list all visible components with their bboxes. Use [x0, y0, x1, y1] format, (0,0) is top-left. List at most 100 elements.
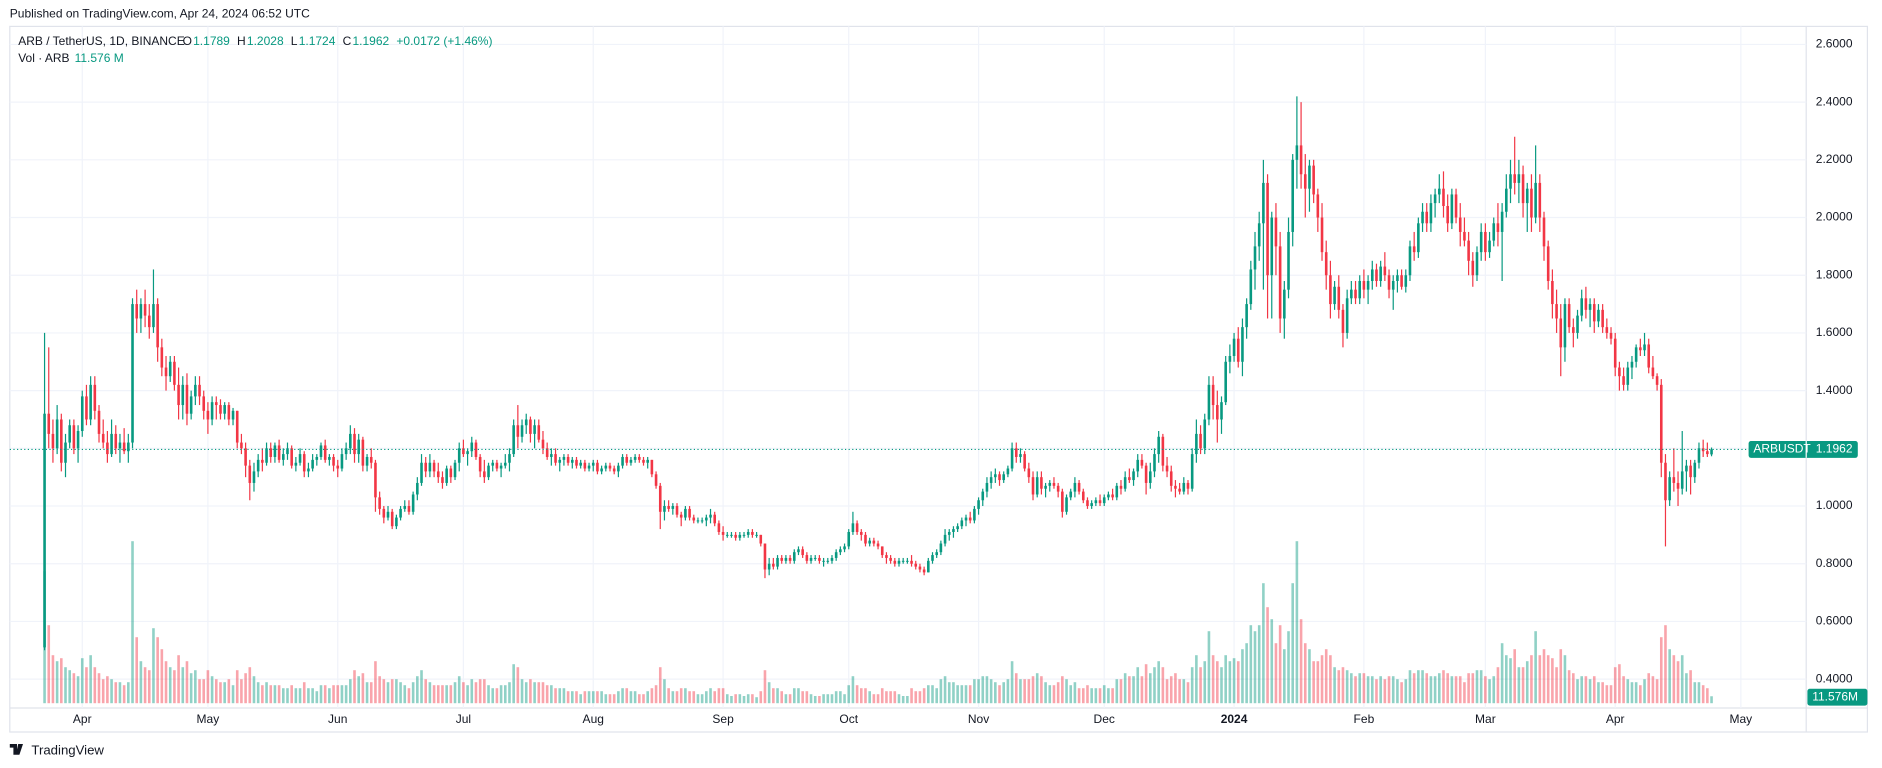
- volume-bar: [1588, 679, 1592, 704]
- published-note: Published on TradingView.com, Apr 24, 20…: [10, 7, 310, 21]
- candle-body: [508, 454, 511, 463]
- volume-bar: [692, 691, 696, 704]
- candle-body: [742, 534, 746, 536]
- candle-body: [1186, 482, 1190, 489]
- candle-body: [968, 517, 972, 521]
- candle-body: [1500, 211, 1504, 232]
- volume-bar: [746, 694, 750, 704]
- candle-body: [1157, 436, 1160, 455]
- volume-bar: [550, 685, 553, 704]
- candle-body: [721, 531, 725, 535]
- volume-bar: [210, 676, 214, 704]
- x-tick-label: 2024: [1221, 712, 1248, 726]
- candle-body: [240, 442, 243, 449]
- volume-bar: [1396, 679, 1399, 704]
- volume-bar: [1546, 655, 1550, 704]
- candle-body: [973, 508, 976, 521]
- volume-bar: [462, 682, 465, 704]
- candle-body: [612, 468, 616, 472]
- candle-body: [1492, 223, 1496, 241]
- volume-bar: [1320, 655, 1324, 704]
- volume-bar: [931, 685, 934, 704]
- volume-bar: [424, 679, 428, 704]
- last-volume-badge: [1807, 688, 1868, 706]
- candle-body: [1341, 309, 1345, 333]
- candle-body: [1572, 327, 1575, 333]
- volume-bar: [1680, 655, 1684, 704]
- ohlc-value: 1.1789: [193, 34, 230, 48]
- candle-body: [483, 471, 486, 478]
- volume-bar: [1605, 685, 1609, 704]
- volume-bar: [751, 694, 754, 704]
- candle-body: [1484, 231, 1487, 253]
- candle-body: [1320, 217, 1324, 253]
- candle-body: [1442, 188, 1445, 206]
- volume-bar: [361, 673, 365, 704]
- volume-bar: [1249, 625, 1253, 704]
- candle-body: [252, 471, 256, 483]
- volume-bar: [1136, 667, 1140, 704]
- candle-body: [759, 534, 763, 544]
- candle-body: [730, 534, 733, 536]
- volume-bar: [1266, 607, 1269, 704]
- candle-body: [503, 462, 507, 466]
- ohlc-letter: H: [237, 34, 246, 48]
- volume-bar: [1190, 667, 1194, 704]
- candle-body: [989, 477, 993, 483]
- x-tick-label: Sep: [712, 712, 734, 726]
- candle-body: [1563, 304, 1567, 348]
- candle-body: [608, 465, 612, 469]
- volume-bar: [847, 685, 851, 704]
- candle-body: [1513, 174, 1516, 183]
- candle-body: [1559, 318, 1563, 348]
- volume-bar: [1333, 667, 1336, 704]
- volume-bar: [1111, 688, 1114, 704]
- candle-body: [713, 514, 717, 524]
- candle-body: [952, 529, 955, 532]
- volume-bar: [1014, 673, 1018, 704]
- volume-bar: [1563, 655, 1567, 704]
- volume-bar: [1274, 643, 1278, 704]
- candle-body: [566, 456, 570, 463]
- volume-bar: [1002, 682, 1006, 704]
- volume-bar: [1324, 649, 1328, 704]
- candle-body: [47, 413, 51, 434]
- candle-body: [889, 557, 892, 561]
- candle-body: [1161, 436, 1165, 466]
- candle-body: [122, 442, 126, 452]
- volume-bar: [918, 691, 922, 704]
- volume-bar: [416, 676, 419, 704]
- candle-body: [1010, 448, 1014, 469]
- candle-body: [453, 462, 457, 478]
- volume-bar: [927, 685, 930, 704]
- candle-body: [1073, 482, 1077, 492]
- candle-body: [466, 451, 469, 455]
- volume-bar: [114, 682, 118, 704]
- candle-body: [173, 361, 176, 385]
- volume-bar: [914, 691, 918, 704]
- candle-body: [101, 433, 105, 443]
- volume-bar: [621, 688, 624, 704]
- volume-bar: [1693, 682, 1697, 704]
- volume-bar: [1450, 676, 1454, 704]
- candle-body: [864, 534, 867, 544]
- volume-bar: [336, 685, 340, 704]
- y-tick-label: 0.6000: [1816, 614, 1853, 628]
- candle-body: [131, 304, 134, 443]
- volume-bar: [1454, 676, 1458, 704]
- volume-bar: [1270, 619, 1274, 704]
- candle-body: [1655, 376, 1659, 385]
- candle-body: [1002, 474, 1006, 481]
- candle-body: [776, 557, 779, 567]
- volume-bar: [1308, 649, 1311, 704]
- candle-body: [839, 549, 842, 553]
- volume-bar: [1701, 685, 1705, 704]
- candle-body: [571, 459, 574, 463]
- candle-body: [1609, 332, 1613, 339]
- candle-body: [68, 425, 71, 443]
- volume-bar: [386, 682, 390, 704]
- candle-body: [1069, 491, 1073, 498]
- volume-bar: [998, 685, 1001, 704]
- candle-body: [847, 531, 851, 547]
- volume-bar: [608, 694, 612, 704]
